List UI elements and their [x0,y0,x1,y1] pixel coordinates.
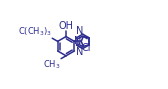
Text: Cl: Cl [82,43,91,53]
Text: N: N [75,47,83,57]
Text: N: N [75,26,83,36]
Text: N: N [74,36,81,46]
Text: CH$_3$: CH$_3$ [43,59,61,71]
Text: OH: OH [59,21,74,31]
Text: C(CH$_3$)$_3$: C(CH$_3$)$_3$ [18,25,52,38]
